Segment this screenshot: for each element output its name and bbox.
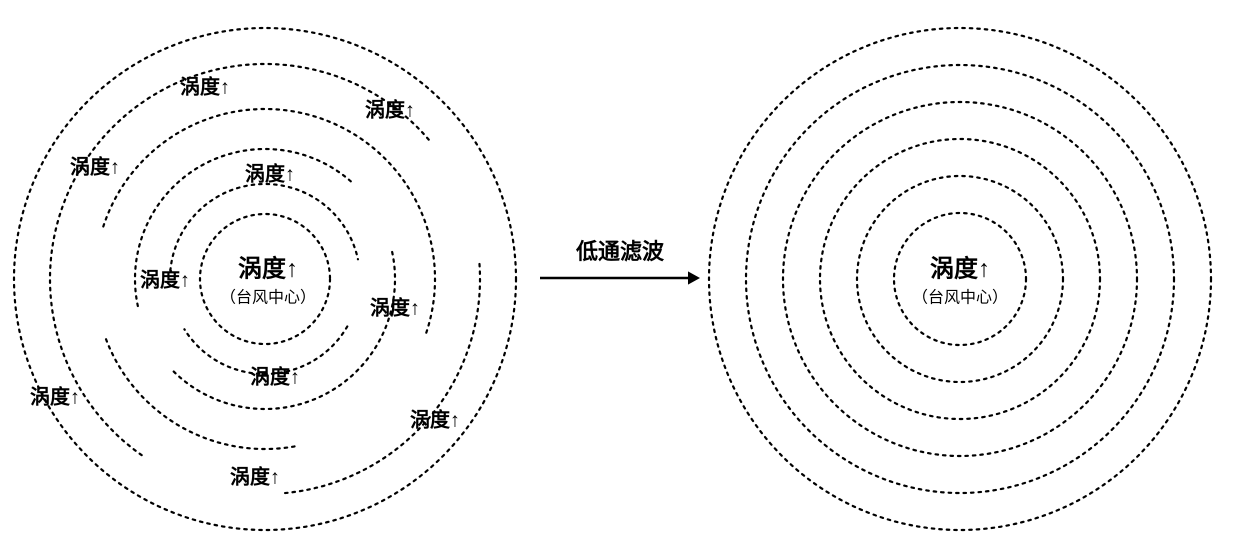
vorticity-label: 涡度↑ xyxy=(140,264,190,293)
arrow-label: 低通滤波 xyxy=(576,234,664,266)
vorticity-label: 涡度↑ xyxy=(365,94,415,123)
center-vorticity-text: 涡度↑ xyxy=(912,249,1008,284)
center-sub-text: （台风中心） xyxy=(220,284,316,308)
vorticity-label: 涡度↑ xyxy=(250,361,300,390)
arrow-head xyxy=(688,271,700,284)
vorticity-label: 涡度↑ xyxy=(230,461,280,490)
center-vorticity-text: 涡度↑ xyxy=(220,249,316,284)
vorticity-label: 涡度↑ xyxy=(245,158,295,187)
vorticity-label: 涡度↑ xyxy=(370,292,420,321)
right-center-label: 涡度↑（台风中心） xyxy=(912,249,1008,308)
left-center-label: 涡度↑（台风中心） xyxy=(220,249,316,308)
vorticity-label: 涡度↑ xyxy=(70,151,120,180)
center-sub-text: （台风中心） xyxy=(912,284,1008,308)
left-arc xyxy=(105,337,294,449)
vorticity-label: 涡度↑ xyxy=(180,71,230,100)
vorticity-label: 涡度↑ xyxy=(30,381,80,410)
vorticity-label: 涡度↑ xyxy=(410,404,460,433)
